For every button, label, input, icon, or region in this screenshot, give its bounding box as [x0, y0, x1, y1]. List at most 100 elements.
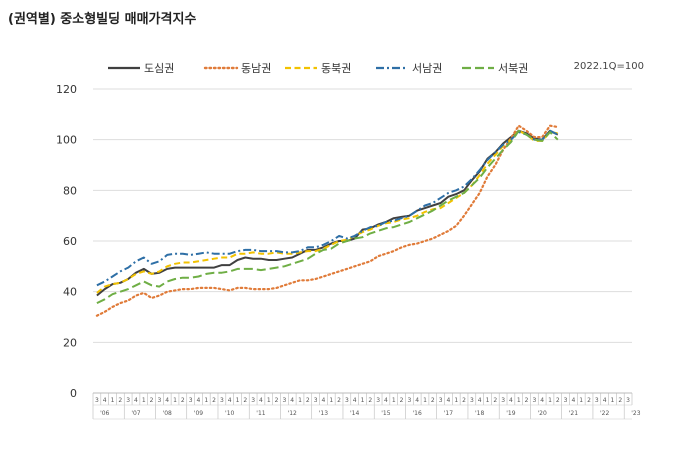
x-quarter-label: 1 [579, 397, 583, 404]
x-quarter-label: 2 [306, 397, 310, 404]
y-tick-label: 60 [63, 235, 77, 248]
x-quarter-label: 2 [618, 397, 622, 404]
x-quarter-label: 1 [361, 397, 365, 404]
x-quarter-label: 3 [501, 397, 505, 404]
x-quarter-label: 3 [157, 397, 161, 404]
x-year-label: '12 [288, 410, 297, 417]
x-year-label: '06 [100, 410, 109, 417]
chart-lines [95, 124, 559, 317]
x-quarter-label: 1 [111, 397, 115, 404]
x-quarter-label: 1 [392, 397, 396, 404]
x-quarter-label: 4 [134, 397, 138, 404]
x-quarter-label: 3 [626, 397, 630, 404]
x-quarter-label: 2 [525, 397, 529, 404]
x-quarter-label: 3 [376, 397, 380, 404]
x-quarter-label: 2 [181, 397, 185, 404]
legend-item-4: 서남권 [376, 62, 442, 75]
series-line-2 [95, 124, 559, 317]
legend-label: 동남권 [241, 62, 271, 75]
x-quarter-label: 3 [532, 397, 536, 404]
x-year-label: '18 [475, 410, 484, 417]
x-quarter-label: 4 [322, 397, 326, 404]
x-quarter-label: 2 [400, 397, 404, 404]
y-axis: 0 20 40 60 80 100 120 [56, 83, 77, 400]
x-quarter-label: 4 [478, 397, 482, 404]
x-quarter-label: 1 [423, 397, 427, 404]
y-tick-label: 120 [56, 83, 77, 96]
x-quarter-label: 3 [220, 397, 224, 404]
x-quarter-label: 4 [103, 397, 107, 404]
x-quarter-label: 3 [470, 397, 474, 404]
x-quarter-label: 4 [165, 397, 169, 404]
x-quarter-label: 3 [251, 397, 255, 404]
x-quarter-label: 4 [540, 397, 544, 404]
legend-label: 동북권 [321, 62, 351, 75]
x-quarter-label: 1 [611, 397, 615, 404]
y-tick-label: 20 [63, 336, 77, 349]
y-tick-label: 40 [63, 286, 77, 299]
x-quarter-label: 3 [189, 397, 193, 404]
x-year-label: '13 [319, 410, 328, 417]
x-quarter-label: 1 [298, 397, 302, 404]
x-year-label: '19 [506, 410, 515, 417]
y-tick-label: 80 [63, 184, 77, 197]
x-quarter-label: 3 [564, 397, 568, 404]
x-year-label: '23 [631, 410, 640, 417]
chart-legend: 도심권 동남권 동북권 서남권 서북권 [108, 62, 528, 75]
x-quarter-label: 4 [384, 397, 388, 404]
y-tick-label: 0 [70, 387, 77, 400]
x-year-label: '11 [256, 410, 265, 417]
legend-label: 도심권 [144, 62, 174, 75]
x-quarter-label: 3 [95, 397, 99, 404]
x-quarter-label: 1 [236, 397, 240, 404]
legend-label: 서남권 [412, 62, 442, 75]
x-year-label: '17 [444, 410, 453, 417]
x-quarter-label: 1 [329, 397, 333, 404]
x-quarter-label: 2 [118, 397, 122, 404]
chart-title: (권역별) 중소형빌딩 매매가격지수 [8, 12, 197, 27]
x-year-label: '16 [413, 410, 422, 417]
legend-item-2: 동남권 [203, 62, 271, 75]
x-quarter-label: 3 [345, 397, 349, 404]
x-year-label: '22 [600, 410, 609, 417]
x-quarter-label: 2 [462, 397, 466, 404]
x-quarter-label: 1 [142, 397, 146, 404]
x-quarter-label: 2 [150, 397, 154, 404]
series-line-1 [96, 129, 559, 297]
x-quarter-label: 2 [275, 397, 279, 404]
x-quarter-label: 4 [259, 397, 263, 404]
legend-item-5: 서북권 [462, 62, 528, 75]
x-quarter-label: 1 [548, 397, 552, 404]
x-quarter-label: 4 [353, 397, 357, 404]
legend-item-3: 동북권 [285, 62, 351, 75]
x-quarter-label: 2 [431, 397, 435, 404]
x-quarter-label: 2 [556, 397, 560, 404]
x-quarter-label: 2 [587, 397, 591, 404]
x-quarter-label: 2 [368, 397, 372, 404]
x-quarter-label: 3 [282, 397, 286, 404]
x-quarter-label: 1 [517, 397, 521, 404]
x-quarter-label: 4 [509, 397, 513, 404]
base-period-note: 2022.1Q=100 [574, 61, 644, 72]
x-quarter-label: 4 [603, 397, 607, 404]
x-year-label: '08 [163, 410, 172, 417]
x-quarter-label: 4 [290, 397, 294, 404]
x-quarter-label: 3 [595, 397, 599, 404]
series-line-3 [96, 129, 558, 294]
x-year-label: '07 [131, 410, 140, 417]
y-tick-label: 100 [56, 134, 77, 147]
x-quarter-label: 1 [267, 397, 271, 404]
x-quarter-label: 3 [439, 397, 443, 404]
x-quarter-label: 2 [337, 397, 341, 404]
x-quarter-label: 4 [228, 397, 232, 404]
x-quarter-label: 4 [447, 397, 451, 404]
series-line-5 [96, 129, 559, 304]
chart-grid [93, 88, 632, 394]
x-quarter-label: 2 [243, 397, 247, 404]
x-quarter-label: 1 [454, 397, 458, 404]
x-quarter-label: 1 [173, 397, 177, 404]
x-quarter-label: 3 [314, 397, 318, 404]
x-quarter-label: 1 [486, 397, 490, 404]
